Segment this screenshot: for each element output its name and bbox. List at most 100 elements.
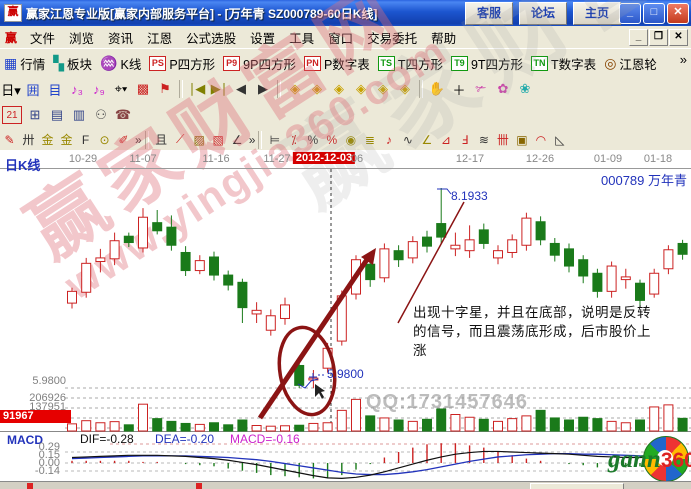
- toolbar-overflow-icon[interactable]: »: [679, 52, 687, 67]
- t-square-button[interactable]: TS T四方形: [374, 52, 447, 75]
- percent-red-icon[interactable]: %: [326, 132, 338, 147]
- measure-ruler-icon[interactable]: ⊨: [269, 132, 281, 147]
- menu-item-工具[interactable]: 工具: [289, 31, 315, 46]
- gann-wheel-button[interactable]: ◎ 江恩轮: [600, 52, 661, 75]
- candle-body: [379, 248, 390, 279]
- volume-bar: [95, 422, 106, 432]
- kline-button[interactable]: ♒ K线: [96, 52, 145, 75]
- menu-item-资讯[interactable]: 资讯: [108, 31, 134, 46]
- percent-frame-icon[interactable]: ⁒: [291, 132, 297, 147]
- cut-icon[interactable]: ✃: [475, 81, 487, 96]
- sectors-button[interactable]: ▚ 板块: [49, 52, 96, 75]
- mask-icon[interactable]: ✿: [497, 81, 509, 96]
- minimize-button[interactable]: _: [619, 3, 641, 24]
- notepad-icon[interactable]: ▤: [50, 107, 64, 122]
- doc-minimize-button[interactable]: _: [629, 29, 648, 46]
- scrollbar-thumb[interactable]: [530, 483, 624, 489]
- crosshair-icon[interactable]: ＋: [452, 82, 466, 98]
- rays-icon[interactable]: ⟋: [175, 132, 185, 146]
- p9-square-button[interactable]: P9 9P四方形: [219, 52, 300, 75]
- diamond-expand-icon[interactable]: ◈: [334, 81, 344, 96]
- grid-window-icon[interactable]: 囲: [26, 82, 40, 98]
- phone-icon[interactable]: ☎: [114, 107, 132, 122]
- hand-pan-icon[interactable]: ✋: [428, 81, 446, 96]
- grid-bars-icon[interactable]: 卌: [496, 133, 509, 147]
- gann-grid-icon[interactable]: 且: [155, 133, 168, 147]
- gold-section-icon[interactable]: 金: [41, 133, 54, 147]
- wave3-icon[interactable]: ♪₃: [71, 81, 83, 97]
- menu-item-交易委托[interactable]: 交易委托: [367, 31, 418, 46]
- menu-item-文件[interactable]: 文件: [30, 31, 56, 46]
- diamond-cross-icon[interactable]: ◈: [378, 81, 388, 96]
- shade-box2-icon[interactable]: ▧: [212, 132, 224, 147]
- spiral-icon[interactable]: ⊙: [99, 132, 110, 147]
- f-angle-icon[interactable]: Ⅎ: [461, 132, 469, 147]
- calculator-icon[interactable]: ⊞: [29, 107, 41, 122]
- drawing-overflow-icon[interactable]: »: [135, 132, 142, 147]
- homepage-link[interactable]: 主页: [573, 2, 621, 25]
- kline-chart-canvas[interactable]: [0, 150, 691, 489]
- gold-lines-icon[interactable]: ≣: [364, 132, 375, 147]
- candle-body: [109, 240, 120, 260]
- calendar-icon[interactable]: 21: [2, 106, 22, 124]
- diamond-grid-icon[interactable]: ◈: [400, 81, 410, 96]
- forum-link[interactable]: 论坛: [519, 2, 567, 25]
- horizontal-scrollbar[interactable]: [0, 481, 691, 489]
- menu-item-设置[interactable]: 设置: [250, 31, 276, 46]
- diamond-left-icon[interactable]: ◈: [290, 81, 300, 96]
- wave9-icon[interactable]: ♪₉: [93, 81, 105, 97]
- brain-icon[interactable]: ❀: [519, 81, 531, 96]
- diamond-star-icon[interactable]: ◈: [356, 81, 366, 96]
- gold-section2-icon[interactable]: 金: [60, 133, 73, 147]
- volume-bar: [564, 419, 574, 432]
- fib-f-icon[interactable]: F: [81, 132, 90, 147]
- candle-period-dropdown[interactable]: 日▾: [1, 82, 21, 98]
- shade-box-icon[interactable]: ▨: [193, 132, 205, 147]
- angle-line-icon[interactable]: ∠: [231, 132, 243, 147]
- marker-pen-icon[interactable]: ✐: [118, 132, 129, 147]
- menu-item-帮助[interactable]: 帮助: [431, 31, 457, 46]
- arc-icon[interactable]: ◠: [535, 132, 547, 147]
- wedge-icon[interactable]: ◺: [555, 132, 565, 147]
- menu-item-公式选股[interactable]: 公式选股: [186, 31, 237, 46]
- nav-first-icon[interactable]: ∣◀: [188, 81, 206, 96]
- quotes-button[interactable]: ▦ 行情: [0, 52, 49, 75]
- volume-bar: [81, 420, 92, 432]
- grid-comb-icon[interactable]: 卅: [22, 133, 35, 147]
- band-icon[interactable]: ∿: [402, 132, 413, 147]
- pattern-box-icon[interactable]: ▩: [136, 81, 150, 96]
- doc-close-button[interactable]: ✕: [669, 29, 688, 46]
- nav-prev-icon[interactable]: ◀: [236, 81, 246, 96]
- pin-dropdown[interactable]: ⌖▾: [114, 81, 128, 96]
- flag-chart-icon[interactable]: ⚑: [159, 81, 171, 96]
- panel-icon[interactable]: ▣: [516, 132, 528, 147]
- gold-angle-icon[interactable]: ∠: [421, 132, 433, 147]
- volume-bar: [67, 423, 77, 432]
- maximize-button[interactable]: □: [643, 3, 665, 24]
- drawing-overflow-icon[interactable]: »: [248, 132, 256, 147]
- t9-square-button[interactable]: T9 9T四方形: [447, 52, 527, 75]
- red-angle-icon[interactable]: ⊿: [440, 132, 451, 147]
- close-button[interactable]: ✕: [667, 3, 689, 24]
- mouse-icon[interactable]: ⚇: [95, 107, 107, 122]
- menu-item-窗口[interactable]: 窗口: [328, 31, 354, 46]
- diamond-right-icon[interactable]: ◈: [312, 81, 322, 96]
- candle-body: [407, 241, 418, 259]
- support-link[interactable]: 客服: [465, 2, 513, 25]
- save-icon[interactable]: ▥: [72, 107, 86, 122]
- nav-last-icon[interactable]: ▶∣: [210, 81, 228, 96]
- nav-next-icon[interactable]: ▶: [258, 81, 268, 96]
- wave-mark-icon[interactable]: ♪: [385, 132, 392, 147]
- info-panel-icon[interactable]: 目: [48, 82, 62, 98]
- percent-icon[interactable]: %: [307, 132, 319, 147]
- t-number-button[interactable]: TN T数字表: [527, 52, 600, 75]
- doc-restore-button[interactable]: ❐: [649, 29, 668, 46]
- p-number-button[interactable]: PN P数字表: [300, 52, 374, 75]
- menu-item-浏览[interactable]: 浏览: [69, 31, 95, 46]
- fan-lines-icon[interactable]: ≋: [478, 132, 489, 147]
- p-square-button[interactable]: PS P四方形: [145, 52, 219, 75]
- pen-icon[interactable]: ✎: [4, 132, 15, 147]
- menu-item-江恩[interactable]: 江恩: [147, 31, 173, 46]
- gold-circle-icon[interactable]: ◉: [345, 132, 357, 147]
- volume-axis-label-1: 206926: [29, 392, 66, 404]
